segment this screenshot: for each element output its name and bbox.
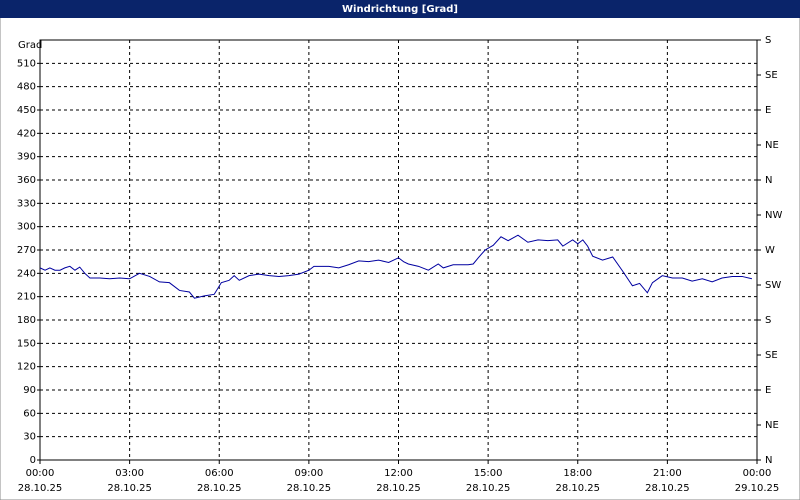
y2-tick-label: N [765,455,772,466]
y-tick-label: 240 [17,268,36,279]
x-tick-date: 28.10.25 [555,483,600,494]
y2-tick-label: E [765,385,771,396]
x-tick-date: 28.10.25 [107,483,152,494]
y2-tick-label: N [765,175,772,186]
x-tick-label: 00:00 [26,468,55,479]
y-tick-label: 450 [17,105,36,116]
y-tick-label: 60 [23,408,36,419]
y2-tick-label: NE [765,140,779,151]
chart-title: Windrichtung [Grad] [342,4,458,15]
x-tick-label: 21:00 [653,468,682,479]
x-tick-label: 18:00 [563,468,592,479]
y-tick-label: 90 [23,385,36,396]
x-tick-label: 03:00 [115,468,144,479]
y-tick-label: 210 [17,292,36,303]
title-bar [0,0,800,18]
y-tick-label: 180 [17,315,36,326]
y2-tick-label: E [765,105,771,116]
y-tick-label: 120 [17,362,36,373]
y-tick-label: 360 [17,175,36,186]
y2-tick-label: W [765,245,775,256]
x-tick-label: 09:00 [294,468,323,479]
y-tick-label: 30 [23,432,36,443]
x-tick-date: 29.10.25 [735,483,780,494]
y2-tick-label: NW [765,210,782,221]
y-tick-label: 0 [30,455,36,466]
y-tick-label: 300 [17,222,36,233]
y-tick-label: 150 [17,338,36,349]
x-tick-date: 28.10.25 [645,483,690,494]
y-tick-label: 510 [17,58,36,69]
x-tick-date: 28.10.25 [197,483,242,494]
x-tick-label: 12:00 [384,468,413,479]
data-line [39,234,753,299]
x-tick-date: 28.10.25 [466,483,511,494]
y2-tick-label: SW [765,280,781,291]
y-tick-label: 420 [17,128,36,139]
y2-tick-label: NE [765,420,779,431]
y-tick-label: 480 [17,82,36,93]
x-tick-date: 28.10.25 [376,483,421,494]
x-tick-label: 00:00 [743,468,772,479]
x-tick-date: 28.10.25 [287,483,332,494]
y-tick-label: 330 [17,198,36,209]
x-tick-label: 06:00 [205,468,234,479]
y2-tick-label: SE [765,70,778,81]
y2-tick-label: SE [765,350,778,361]
x-tick-label: 15:00 [474,468,503,479]
y2-tick-label: S [765,315,771,326]
y-axis-label: Grad [18,40,42,51]
y-tick-label: 270 [17,245,36,256]
y-tick-label: 390 [17,152,36,163]
x-tick-date: 28.10.25 [18,483,63,494]
y2-tick-label: S [765,35,771,46]
